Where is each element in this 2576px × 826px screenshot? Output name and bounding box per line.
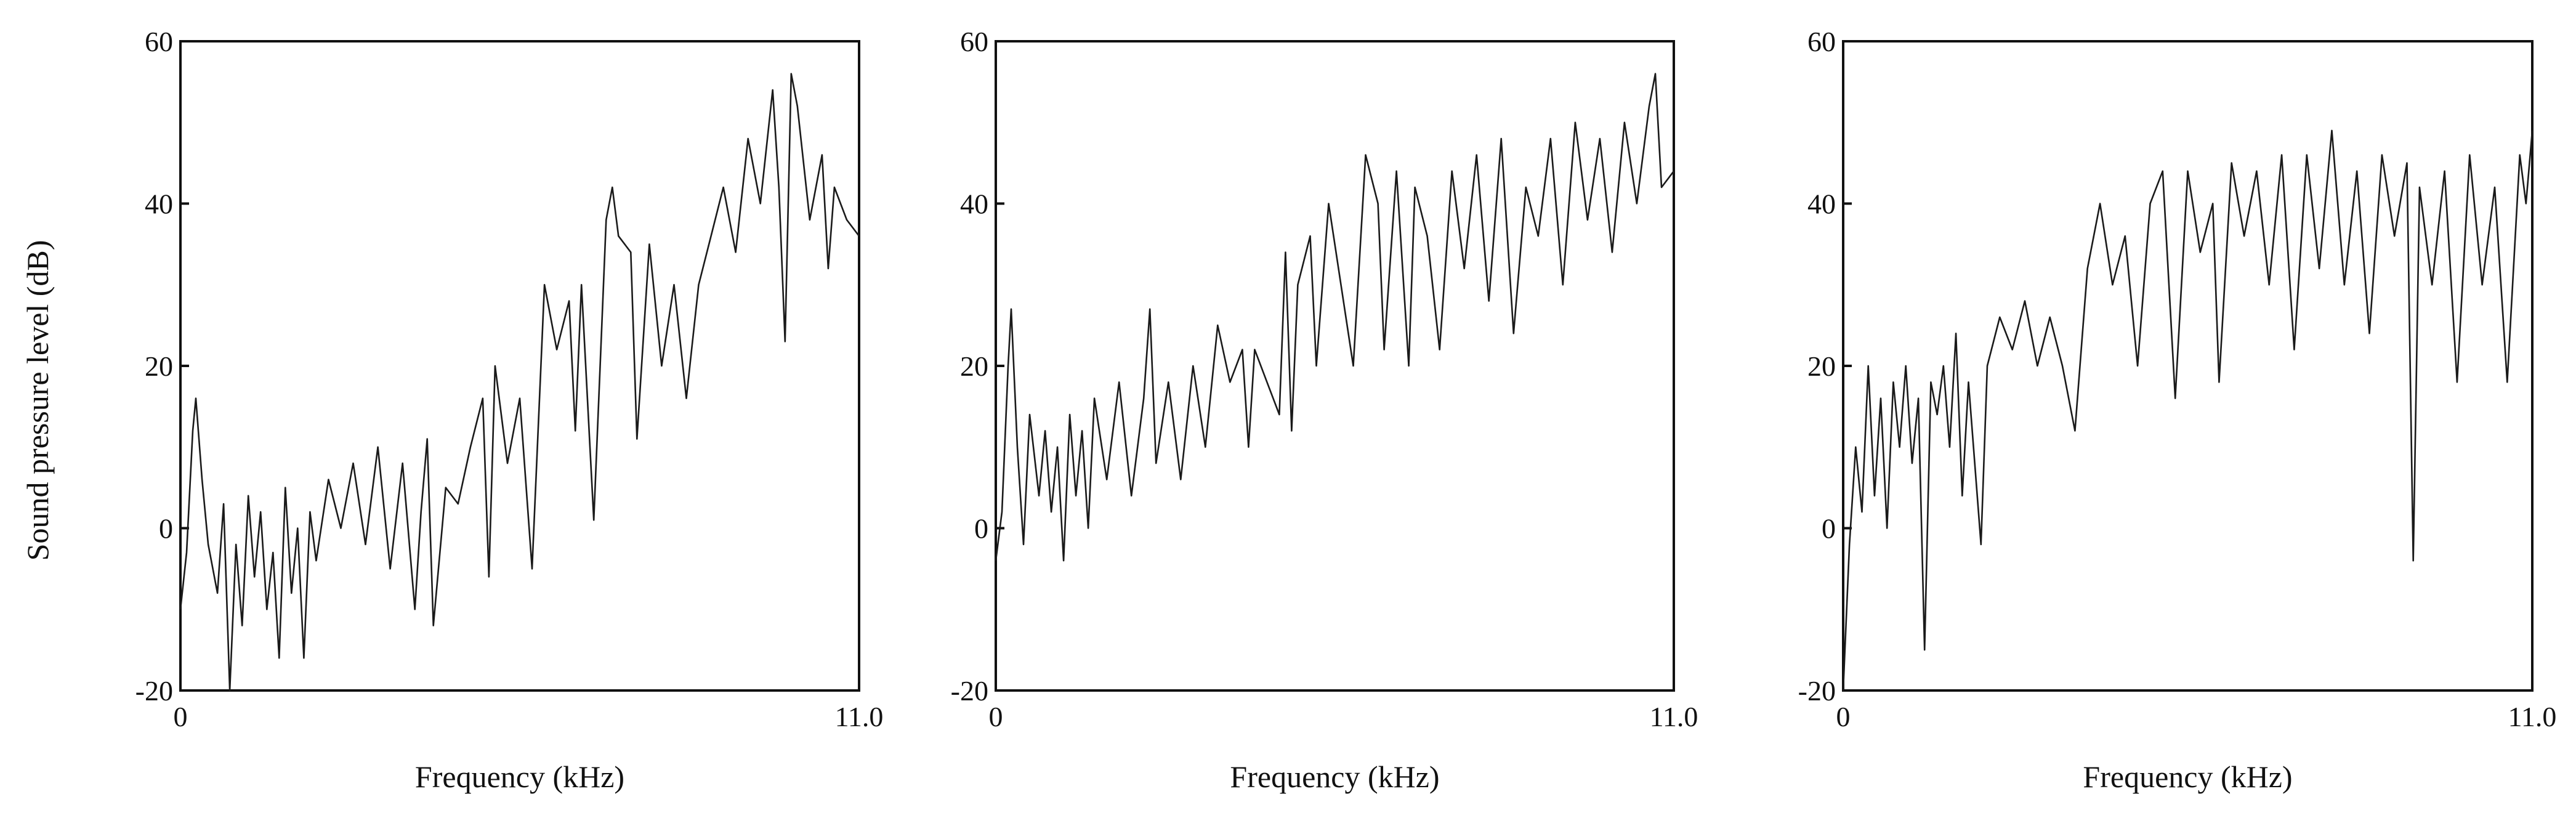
- y-tick-label: 40: [1807, 188, 1836, 220]
- y-tick-label: 20: [1807, 350, 1836, 382]
- y-tick-label: -20: [1798, 675, 1836, 707]
- y-tick-label: 40: [960, 188, 988, 220]
- x-tick-label: 0: [1836, 701, 1851, 732]
- y-tick-label: 60: [1807, 26, 1836, 57]
- x-tick-label: 11.0: [835, 701, 884, 732]
- x-tick-label: 0: [989, 701, 1003, 732]
- plot-frame: [995, 40, 1675, 692]
- x-tick-label: 0: [174, 701, 188, 732]
- y-tick-label: 60: [960, 26, 988, 57]
- x-axis-label: Frequency (kHz): [2083, 759, 2292, 794]
- y-tick-label: 40: [145, 188, 173, 220]
- spectrum-line: [1842, 129, 2534, 691]
- y-tick-label: -20: [951, 675, 988, 707]
- x-axis-label: Frequency (kHz): [1230, 759, 1439, 794]
- y-tick-label: 0: [159, 513, 173, 545]
- y-tick-label: 0: [1822, 513, 1836, 545]
- plot-frame: [1842, 40, 2534, 692]
- spectrum-line: [995, 73, 1675, 562]
- y-tick-label: 0: [974, 513, 988, 545]
- y-tick-label: 60: [145, 26, 173, 57]
- x-tick-label: 11.0: [2508, 701, 2557, 732]
- x-tick-label: 11.0: [1650, 701, 1698, 732]
- y-tick-label: 20: [145, 350, 173, 382]
- spectrum-line: [179, 73, 860, 692]
- y-tick-label: 20: [960, 350, 988, 382]
- y-axis-label: Sound pressure level (dB): [20, 240, 55, 561]
- x-axis-label: Frequency (kHz): [415, 759, 624, 794]
- y-tick-label: -20: [135, 675, 173, 707]
